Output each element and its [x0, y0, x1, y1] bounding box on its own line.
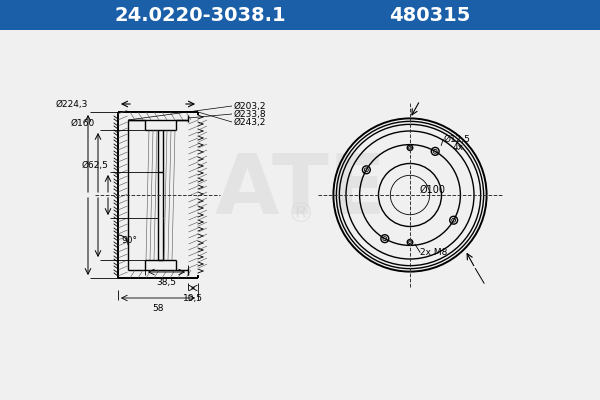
- Text: 2x M8: 2x M8: [420, 248, 448, 257]
- Text: 480315: 480315: [389, 6, 470, 24]
- Text: 24.0220-3038.1: 24.0220-3038.1: [114, 6, 286, 24]
- Text: 10,5: 10,5: [183, 294, 203, 303]
- Text: Ø224,3: Ø224,3: [56, 100, 88, 109]
- Text: ®: ®: [286, 201, 314, 229]
- Text: Ø233,8: Ø233,8: [234, 110, 266, 118]
- Text: Ø203,2: Ø203,2: [234, 102, 266, 110]
- Text: Ø62,5: Ø62,5: [82, 161, 109, 170]
- Text: Ø243,2: Ø243,2: [234, 118, 266, 126]
- Text: Ø100: Ø100: [420, 185, 446, 195]
- Bar: [0, 0, 600, 30]
- Text: 90°: 90°: [121, 236, 137, 244]
- Text: 58: 58: [152, 304, 164, 313]
- Text: ATE: ATE: [214, 150, 386, 230]
- Text: Ø12,5: Ø12,5: [443, 135, 470, 144]
- Text: 4x: 4x: [452, 143, 463, 152]
- Text: Ø160: Ø160: [71, 119, 95, 128]
- Text: 38,5: 38,5: [157, 278, 176, 287]
